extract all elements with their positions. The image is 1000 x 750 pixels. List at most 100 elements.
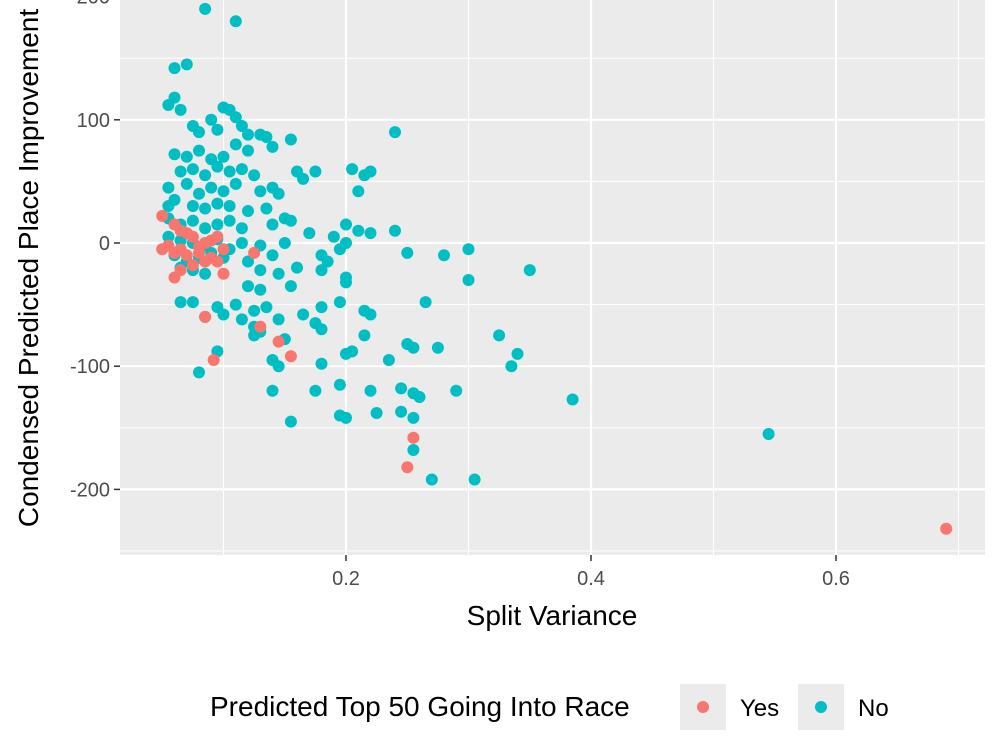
point-no (333, 243, 346, 256)
y-axis-title: Condensed Predicted Place Improvement (13, 9, 44, 528)
point-no (413, 391, 426, 403)
point-no (199, 267, 212, 280)
point-no (272, 267, 285, 280)
point-yes (407, 431, 420, 444)
point-no (309, 384, 322, 397)
point-no (450, 384, 463, 397)
point-no (254, 264, 267, 277)
point-no (462, 274, 475, 286)
point-no (193, 126, 205, 139)
series-yes-points (156, 209, 953, 535)
point-no (401, 246, 414, 259)
point-no (364, 165, 377, 178)
point-no (254, 185, 267, 198)
point-no (205, 113, 218, 126)
point-no (511, 347, 524, 360)
point-no (235, 222, 248, 235)
point-no (229, 177, 242, 190)
point-no (389, 126, 401, 139)
point-no (425, 473, 438, 486)
point-no (229, 138, 242, 151)
point-no (174, 165, 187, 178)
point-yes (168, 246, 181, 259)
point-no (242, 128, 254, 141)
point-no (254, 283, 267, 296)
y-tick-label: -100 (70, 356, 110, 378)
point-no (211, 160, 224, 173)
point-no (395, 405, 408, 418)
point-no (174, 103, 187, 116)
point-no (242, 280, 254, 293)
point-yes (401, 461, 414, 474)
point-no (199, 222, 212, 235)
point-no (297, 172, 310, 185)
point-yes (186, 259, 199, 272)
point-no (193, 144, 205, 157)
point-no (303, 227, 316, 240)
y-tick-label: 200 (77, 0, 110, 9)
point-no (284, 133, 297, 146)
point-no (505, 360, 518, 373)
point-no (223, 214, 236, 227)
point-no (248, 304, 261, 317)
x-axis-title: Split Variance (467, 600, 638, 631)
point-no (327, 230, 340, 243)
point-no (229, 15, 242, 28)
point-no (199, 202, 212, 215)
point-no (266, 384, 279, 397)
legend-label-no: No (858, 695, 889, 722)
point-yes (211, 255, 224, 268)
point-no (186, 214, 199, 227)
x-tick-label: 0.4 (577, 568, 605, 590)
y-tick-label: 0 (99, 233, 110, 255)
point-no (340, 276, 352, 289)
point-no (168, 148, 181, 161)
point-yes (180, 249, 193, 262)
point-no (272, 187, 285, 200)
x-axis-ticks: 0.2 0.4 0.6 (332, 555, 850, 590)
point-no (266, 249, 279, 262)
point-no (260, 202, 273, 215)
point-no (407, 341, 420, 354)
legend-key-yes-dot (697, 701, 709, 713)
point-yes (248, 246, 261, 259)
point-no (284, 415, 297, 428)
point-no (272, 313, 285, 326)
point-no (260, 131, 273, 143)
point-no (168, 91, 181, 104)
point-no (352, 185, 365, 198)
point-no (260, 301, 273, 314)
point-no (217, 150, 230, 163)
x-tick-label: 0.2 (332, 568, 360, 590)
point-no (235, 120, 248, 132)
point-no (180, 150, 193, 163)
point-no (180, 177, 193, 190)
point-no (248, 169, 261, 182)
point-no (284, 280, 297, 293)
point-no (358, 329, 371, 342)
point-no (333, 378, 346, 391)
point-no (168, 62, 181, 75)
point-no (321, 255, 334, 268)
y-tick-label: 100 (77, 110, 110, 132)
point-no (223, 165, 236, 178)
point-no (346, 345, 359, 358)
point-yes (207, 354, 220, 366)
point-no (395, 382, 408, 395)
point-no (217, 308, 230, 321)
point-no (186, 296, 199, 309)
point-yes (254, 320, 267, 333)
point-no (291, 261, 303, 274)
point-no (162, 181, 175, 194)
point-yes (199, 255, 212, 268)
point-yes (217, 267, 230, 280)
point-no (235, 237, 248, 249)
point-no (242, 205, 254, 217)
point-no (199, 169, 212, 182)
point-yes (940, 522, 953, 535)
x-tick-label: 0.6 (822, 568, 850, 590)
point-no (364, 384, 377, 397)
major-gridlines (120, 0, 985, 555)
point-no (352, 224, 365, 237)
point-no (284, 214, 297, 227)
